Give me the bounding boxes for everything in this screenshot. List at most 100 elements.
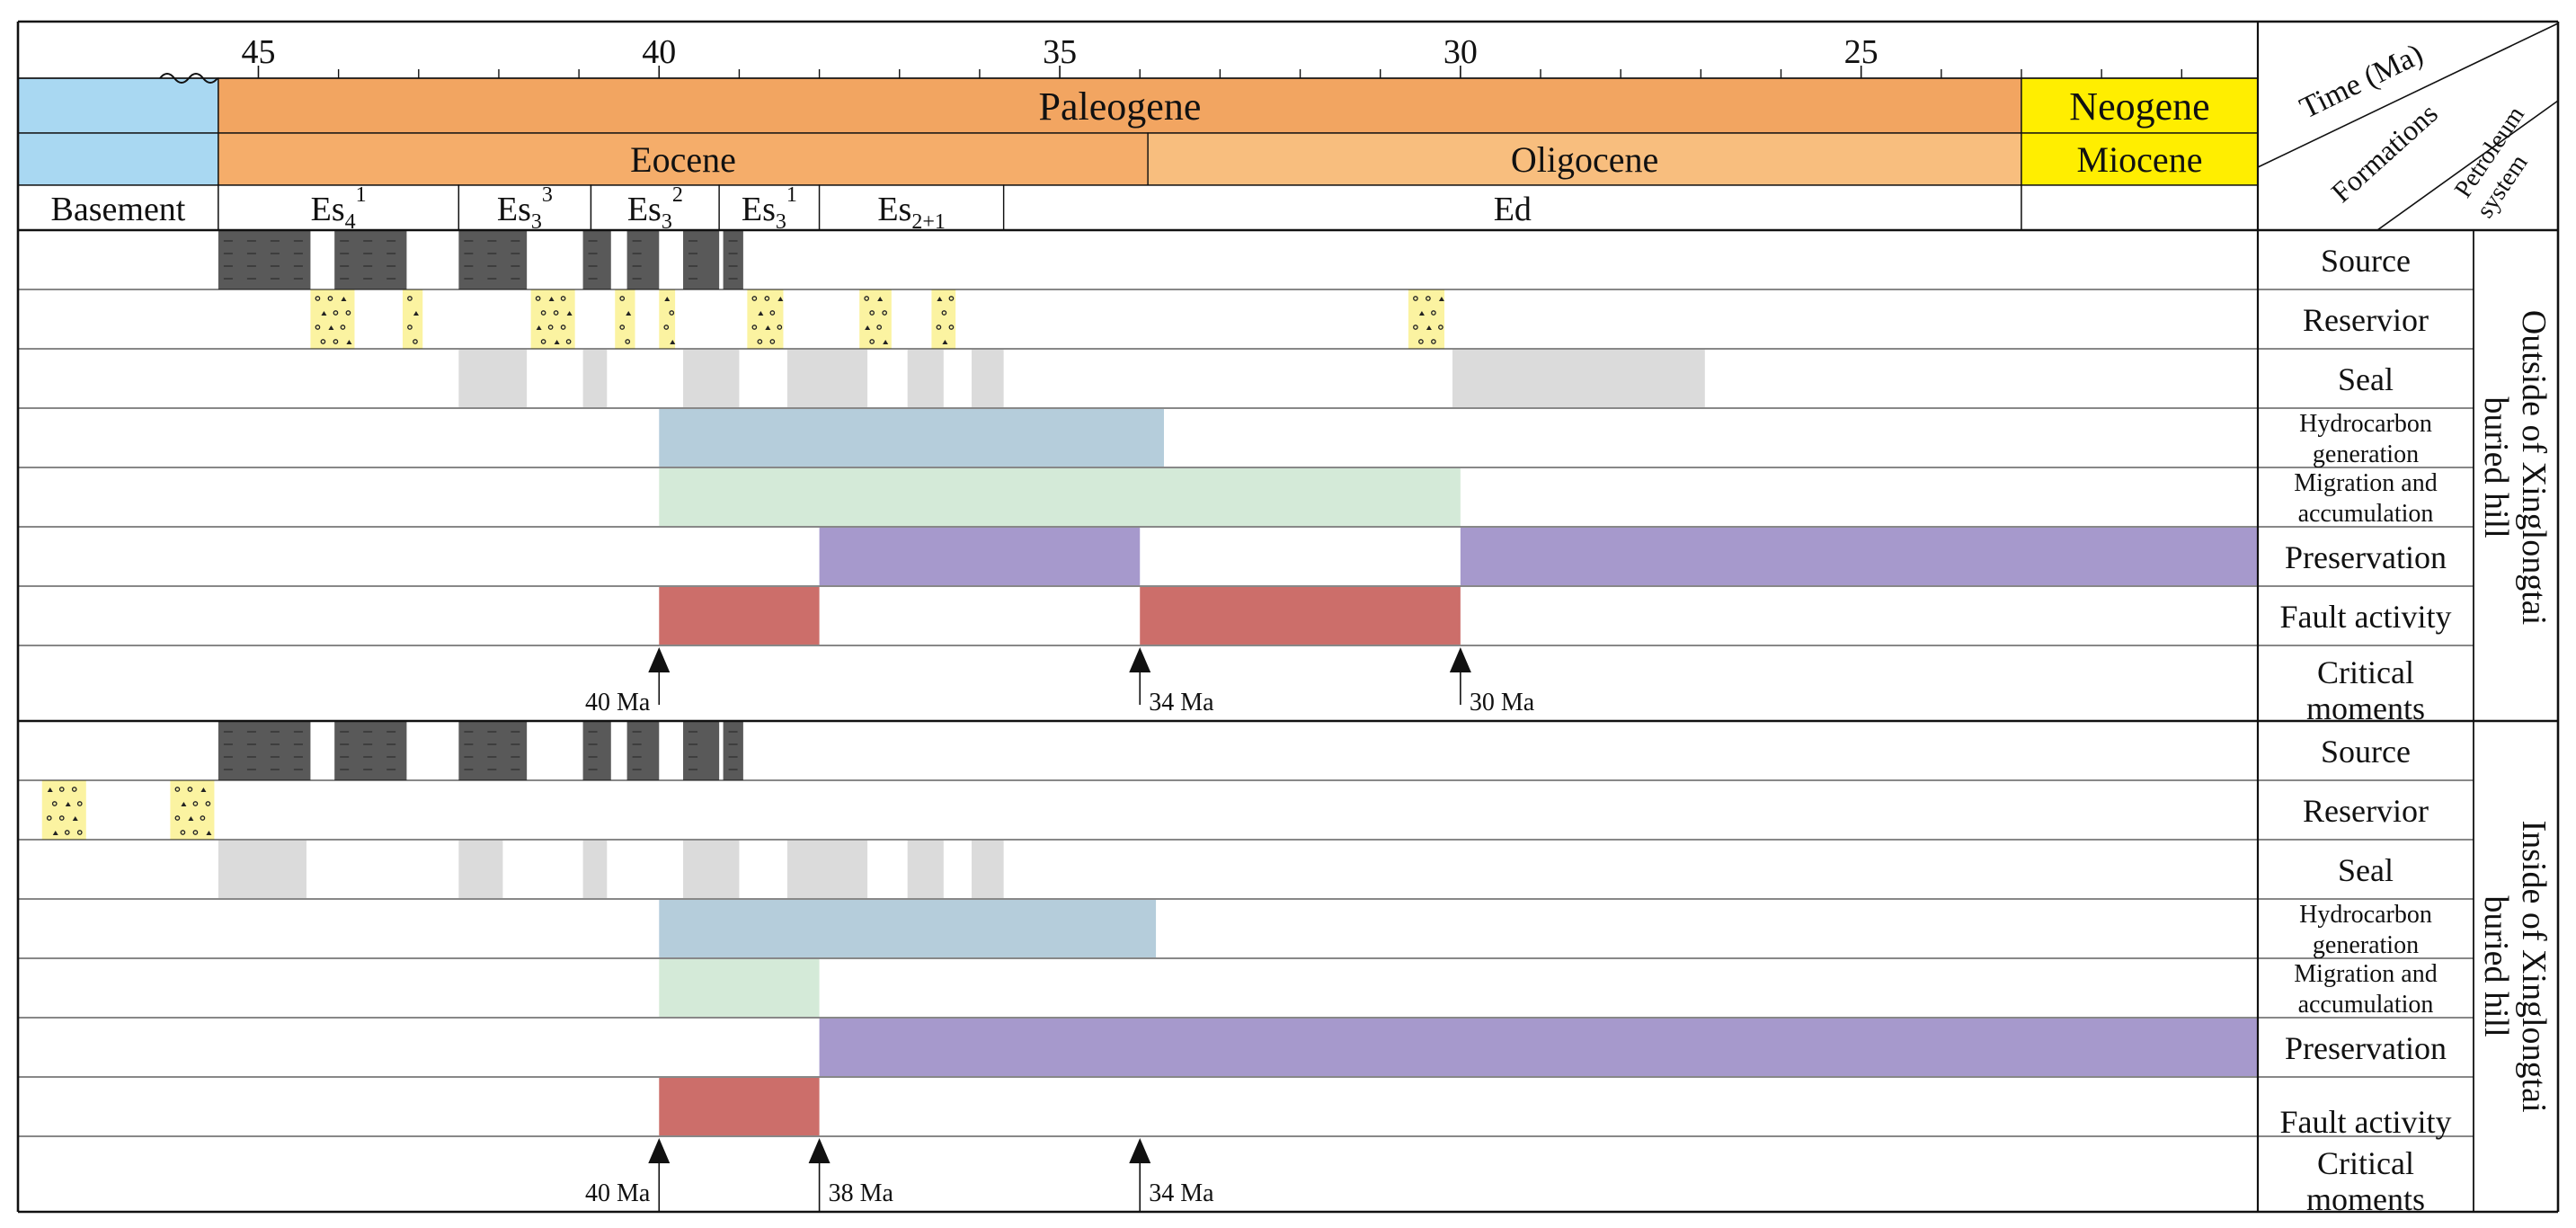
preservation-interval (1460, 528, 2258, 585)
grid-lines-layer (16, 20, 2560, 1214)
reservoir-litho-grain (328, 325, 334, 330)
reservoir-litho-grain (187, 787, 193, 792)
source-interval (218, 721, 311, 780)
fault-interval (659, 587, 820, 645)
source-interval (334, 721, 407, 780)
header-layer (17, 22, 2558, 231)
section-title-line: Inside of Xinglongtai (2515, 820, 2553, 1112)
formation-cell (1002, 184, 2022, 231)
formation-label: Ed (1494, 191, 1532, 228)
reservoir-litho-grain (663, 325, 670, 330)
reservoir-litho-grain (206, 831, 212, 835)
preservation-interval (819, 1019, 2259, 1076)
source-interval (723, 230, 743, 289)
section-title-line: buried hill (2477, 895, 2515, 1037)
formation-label: Basement (51, 191, 186, 228)
reservoir-litho-grain (47, 788, 53, 792)
reservoir-litho-grain (777, 297, 784, 301)
row-label: Reservior (2303, 793, 2429, 829)
reservoir-litho-grain (554, 340, 560, 344)
reservoir-litho-grain (670, 340, 676, 344)
reservoir-litho-grain (200, 788, 207, 792)
reservoir-litho-grain (407, 296, 413, 301)
tick-label: 35 (1043, 33, 1077, 71)
tick-label: 45 (241, 33, 275, 71)
formation-cell (218, 184, 460, 231)
critical-arrow (1129, 647, 1151, 672)
corner-box (2258, 22, 2558, 230)
reservoir-litho-grain (320, 339, 326, 344)
reservoir-interval (615, 289, 635, 349)
reservoir-litho-grain (566, 311, 573, 316)
reservoir-litho-grain (882, 310, 888, 316)
reservoir-litho-grain (1426, 325, 1432, 330)
seal-interval (786, 350, 868, 407)
row-label: Migration and (2294, 960, 2437, 988)
source-interval (218, 230, 311, 289)
reservoir-litho-grain (865, 325, 871, 330)
reservoir-litho-grain (626, 311, 632, 316)
reservoir-litho-grain (188, 816, 194, 821)
reservoir-litho-grain (535, 296, 541, 301)
seal-interval (786, 841, 868, 898)
source-interval (683, 230, 720, 289)
reservoir-litho-grain (174, 787, 181, 792)
reservoir-litho-grain (64, 830, 70, 835)
seal-interval (218, 841, 306, 898)
seal-interval (971, 350, 1004, 407)
reservoir-litho-grain (869, 339, 875, 344)
reservoir-litho-grain (58, 787, 65, 792)
epoch-band (17, 132, 219, 186)
reservoir-litho-grain (751, 296, 758, 301)
reservoir-litho-grain (72, 816, 78, 821)
critical-moment-label: 30 Ma (1470, 689, 1535, 716)
reservoir-litho-grain (948, 325, 955, 330)
source-interval (626, 230, 660, 289)
row-label: Preservation (2285, 539, 2447, 575)
critical-moment-label: 34 Ma (1149, 689, 1214, 716)
formation-cell (2021, 184, 2259, 231)
critical-moment-label: 38 Ma (829, 1179, 894, 1207)
reservoir-litho-grain (942, 340, 948, 344)
reservoir-litho-grain (769, 339, 776, 344)
source-interval (683, 721, 720, 780)
reservoir-litho-grain (76, 801, 83, 806)
tick-label: 40 (642, 33, 676, 71)
epoch-label: Miocene (2077, 139, 2203, 180)
formation-label: Es2+1 (877, 191, 946, 234)
formation-cell (457, 184, 592, 231)
formation-label: Es41 (311, 183, 367, 234)
source-interval (458, 721, 528, 780)
reservoir-litho-grain (180, 830, 186, 835)
generation-interval (659, 900, 1157, 957)
reservoir-litho-grain (553, 310, 559, 316)
row-label: accumulation (2298, 500, 2434, 528)
reservoir-litho-grain (192, 830, 199, 835)
reservoir-litho-grain (936, 325, 942, 330)
source-interval (334, 230, 407, 289)
reservoir-litho-grain (869, 310, 875, 316)
reservoir-litho-grain (758, 311, 764, 316)
reservoir-litho-grain (340, 325, 346, 330)
source-interval (582, 230, 611, 289)
reservoir-litho-grain (341, 297, 347, 301)
row-label: accumulation (2298, 991, 2434, 1019)
section-title-line: Outside of Xinglongtai (2515, 310, 2553, 625)
seal-interval (582, 841, 608, 898)
reservoir-litho-grain (1418, 339, 1424, 344)
reservoir-litho-grain (540, 339, 546, 344)
row-label: Seal (2338, 361, 2394, 397)
reservoir-litho-grain (769, 310, 776, 316)
critical-arrow (648, 647, 671, 672)
period-label: Neogene (2069, 85, 2209, 129)
critical-moment-label: 40 Ma (585, 1179, 651, 1207)
row-label: Hydrocarbon (2299, 410, 2432, 438)
reservoir-litho-grain (751, 325, 758, 330)
seal-interval (683, 841, 740, 898)
reservoir-litho-grain (51, 801, 58, 806)
tick-label: 25 (1844, 33, 1879, 71)
epoch-band (1147, 132, 2022, 186)
reservoir-litho-grain (937, 297, 943, 301)
row-label: generation (2313, 440, 2419, 468)
